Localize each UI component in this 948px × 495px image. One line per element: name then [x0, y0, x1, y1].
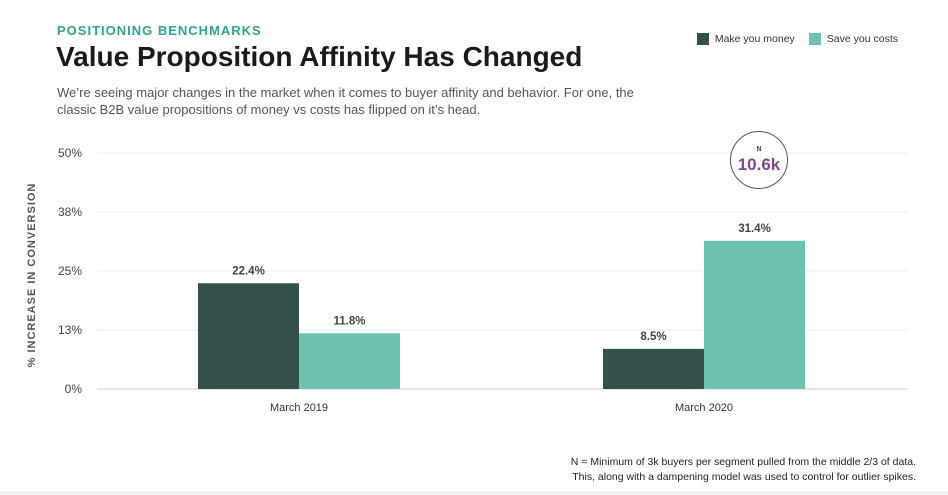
section-eyebrow: POSITIONING BENCHMARKS	[57, 23, 262, 38]
chart-legend: Make you money Save you costs	[696, 33, 898, 45]
legend-label-money: Make you money	[714, 33, 795, 45]
footnote-line-1: N = Minimum of 3k buyers per segment pul…	[570, 456, 916, 468]
x-tick-label: March 2019	[270, 402, 328, 414]
bar-money	[198, 283, 299, 389]
legend-item-costs: Save you costs	[808, 33, 898, 45]
x-tick-label: March 2020	[675, 402, 733, 414]
legend-swatch-costs	[808, 33, 821, 45]
bar-costs	[299, 333, 400, 389]
footnote-line-2: This, along with a dampening model was u…	[572, 471, 916, 483]
data-label: 8.5%	[640, 331, 666, 343]
data-label: 22.4%	[232, 265, 265, 277]
legend-swatch-money	[696, 33, 709, 45]
page-subtitle: We’re seeing major changes in the market…	[57, 85, 634, 117]
badge-value: 10.6k	[737, 154, 781, 174]
y-tick-label: 50%	[58, 146, 82, 160]
y-tick-label: 0%	[65, 382, 83, 396]
data-label: 31.4%	[738, 223, 771, 235]
page-title: Value Proposition Affinity Has Changed	[56, 41, 583, 72]
y-tick-label: 38%	[58, 205, 82, 219]
y-tick-label: 25%	[58, 264, 82, 278]
bar-money	[603, 348, 704, 389]
sample-size-badge: N 10.6k	[730, 131, 788, 189]
footnote: N = Minimum of 3k buyers per segment pul…	[571, 455, 916, 485]
legend-label-costs: Save you costs	[826, 33, 898, 45]
y-tick-label: 13%	[58, 323, 82, 337]
legend-item-money: Make you money	[696, 33, 795, 45]
badge-label: N	[756, 145, 762, 153]
bottom-divider	[0, 491, 948, 495]
data-label: 11.8%	[334, 315, 366, 327]
bar-costs	[704, 240, 805, 389]
y-axis-label: % INCREASE IN CONVERSION	[26, 183, 38, 368]
